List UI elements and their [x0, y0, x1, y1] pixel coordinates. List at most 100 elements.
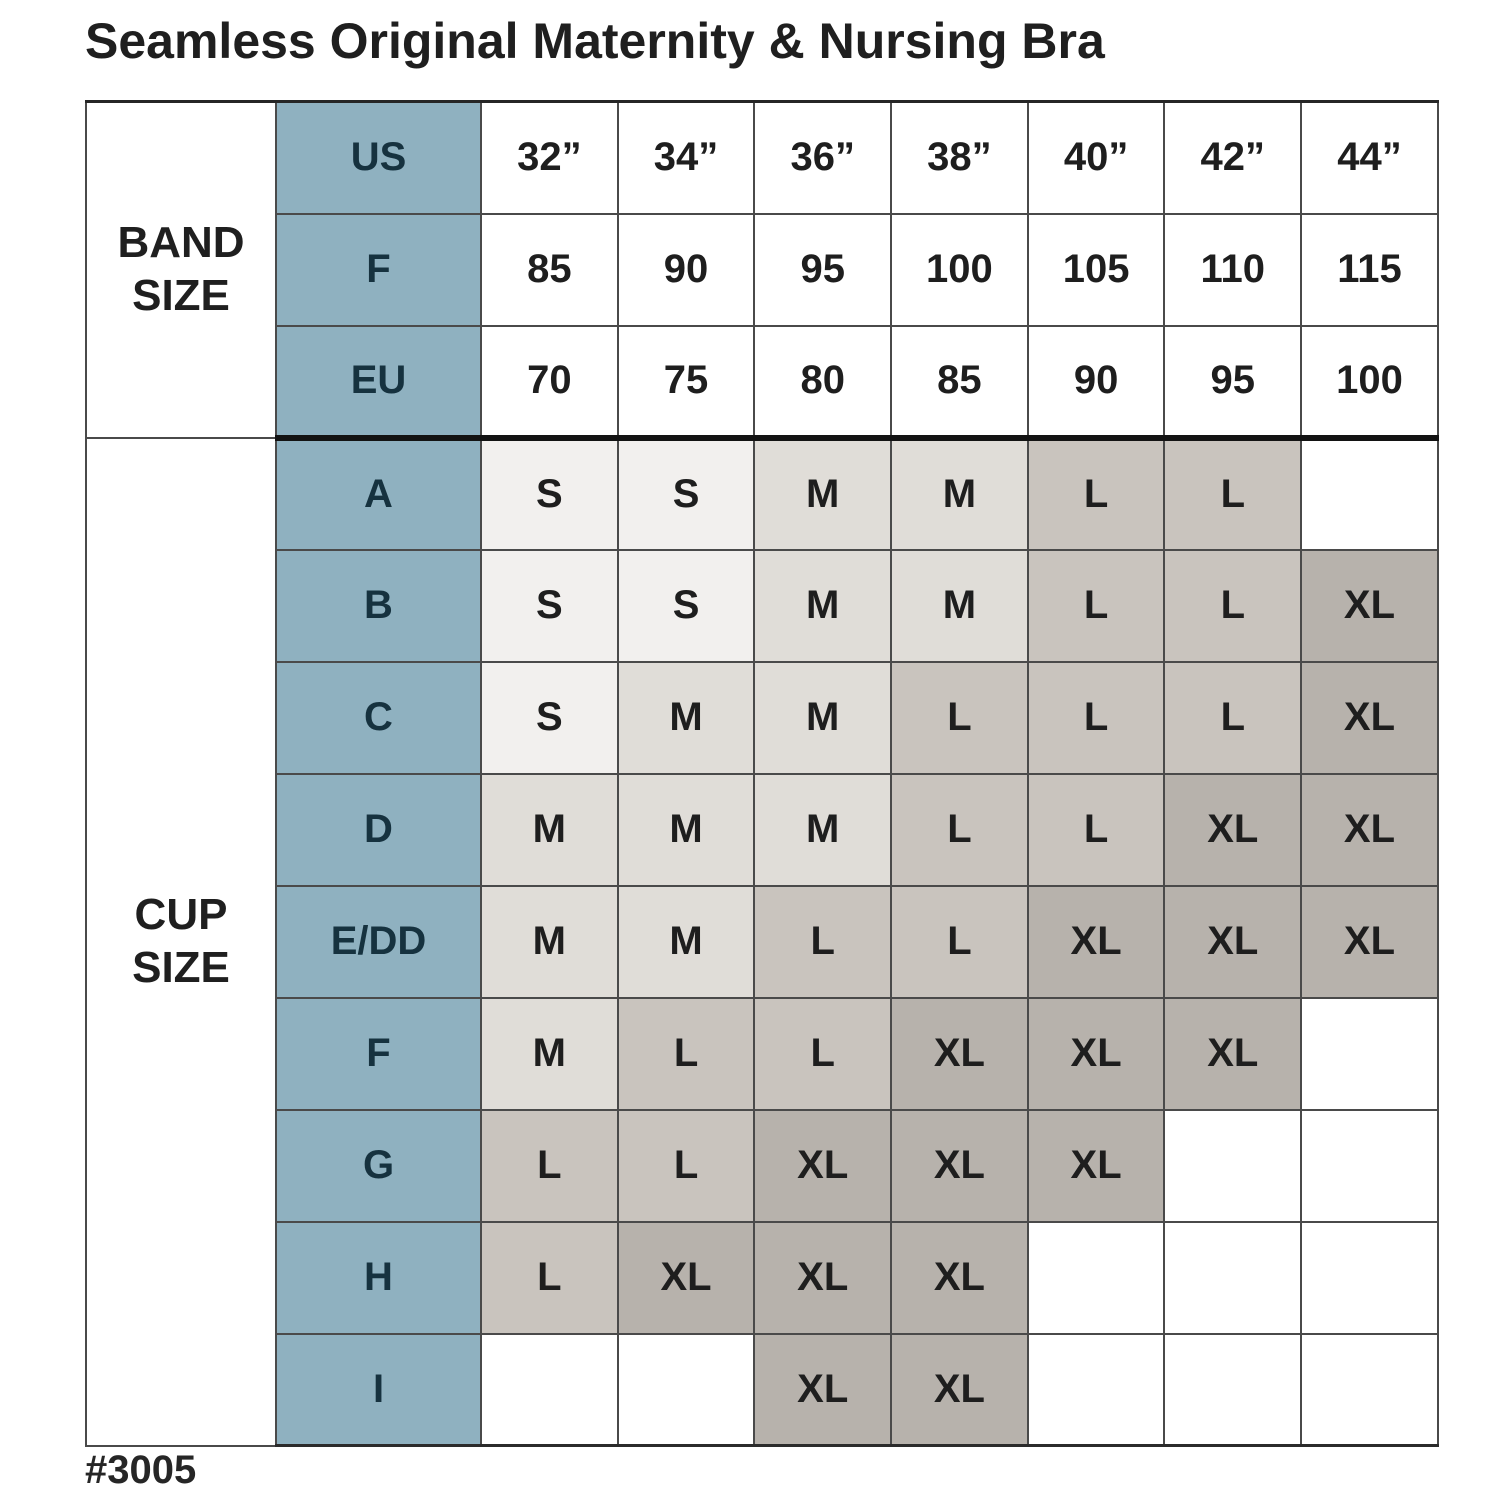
size-cell: L: [753, 884, 893, 999]
band-value-cell: 38”: [890, 100, 1029, 215]
size-cell: XL: [890, 1220, 1029, 1335]
size-chart-body: BAND SIZE US 32” 34” 36” 38” 40” 42” 44” F 85 90 95 1…: [85, 100, 1439, 1447]
band-value-cell: 40”: [1026, 100, 1166, 215]
size-cell: [1300, 996, 1439, 1111]
size-cell: XL: [890, 1332, 1029, 1447]
band-value-cell: 44”: [1300, 100, 1439, 215]
size-cell: M: [753, 548, 893, 663]
size-cell: M: [616, 660, 756, 775]
size-cell: L: [1026, 772, 1166, 887]
size-cell: M: [890, 436, 1029, 551]
cup-size-section-label: CUP SIZE: [85, 436, 277, 1447]
band-value-cell: 36”: [753, 100, 893, 215]
size-cell: XL: [753, 1108, 893, 1223]
size-cell: L: [1163, 436, 1303, 551]
row-header-B: B: [275, 548, 482, 663]
size-cell: M: [753, 772, 893, 887]
size-cell: L: [1163, 548, 1303, 663]
band-value-cell: 90: [616, 212, 756, 327]
band-value-cell: 75: [616, 324, 756, 441]
band-value-cell: 42”: [1163, 100, 1303, 215]
size-cell: L: [480, 1220, 619, 1335]
band-value-cell: 100: [1300, 324, 1439, 441]
row-header-I: I: [275, 1332, 482, 1447]
size-cell: M: [480, 996, 619, 1111]
row-header-G: G: [275, 1108, 482, 1223]
size-cell: XL: [1300, 772, 1439, 887]
size-cell: [1300, 436, 1439, 551]
size-cell: XL: [1163, 884, 1303, 999]
size-cell: XL: [890, 1108, 1029, 1223]
size-cell: [616, 1332, 756, 1447]
size-cell: XL: [1300, 884, 1439, 999]
page-title: Seamless Original Maternity & Nursing Br…: [85, 13, 1105, 69]
size-cell: [1300, 1220, 1439, 1335]
band-value-cell: 95: [1163, 324, 1303, 441]
row-header-F: F: [275, 996, 482, 1111]
size-cell: S: [480, 660, 619, 775]
size-cell: L: [1026, 548, 1166, 663]
size-cell: XL: [1026, 884, 1166, 999]
size-cell: XL: [890, 996, 1029, 1111]
band-size-section-label: BAND SIZE: [85, 100, 277, 439]
size-cell: XL: [1300, 548, 1439, 663]
size-cell: XL: [1163, 772, 1303, 887]
size-cell: [1163, 1332, 1303, 1447]
size-cell: L: [480, 1108, 619, 1223]
size-cell: S: [616, 436, 756, 551]
size-cell: [1026, 1220, 1166, 1335]
band-value-cell: 95: [753, 212, 893, 327]
size-cell: XL: [753, 1332, 893, 1447]
row-header-EU: EU: [275, 324, 482, 441]
size-cell: S: [480, 436, 619, 551]
row-header-E/DD: E/DD: [275, 884, 482, 999]
size-cell: [1300, 1332, 1439, 1447]
size-cell: [1300, 1108, 1439, 1223]
size-cell: XL: [1163, 996, 1303, 1111]
size-cell: L: [616, 1108, 756, 1223]
size-cell: M: [616, 884, 756, 999]
band-value-cell: 85: [890, 324, 1029, 441]
size-cell: XL: [1026, 1108, 1166, 1223]
size-cell: M: [753, 436, 893, 551]
band-value-cell: 115: [1300, 212, 1439, 327]
size-cell: L: [890, 884, 1029, 999]
band-value-cell: 34”: [616, 100, 756, 215]
band-value-cell: 32”: [480, 100, 619, 215]
row-header-H: H: [275, 1220, 482, 1335]
size-cell: L: [890, 772, 1029, 887]
size-cell: [480, 1332, 619, 1447]
size-cell: L: [753, 996, 893, 1111]
size-cell: L: [1026, 660, 1166, 775]
size-cell: XL: [753, 1220, 893, 1335]
band-value-cell: 80: [753, 324, 893, 441]
row-header-F: F: [275, 212, 482, 327]
band-value-cell: 100: [890, 212, 1029, 327]
band-value-cell: 85: [480, 212, 619, 327]
size-cell: [1026, 1332, 1166, 1447]
row-header-A: A: [275, 436, 482, 551]
size-cell: XL: [1300, 660, 1439, 775]
band-value-cell: 90: [1026, 324, 1166, 441]
size-cell: M: [480, 772, 619, 887]
size-cell: S: [480, 548, 619, 663]
size-cell: [1163, 1108, 1303, 1223]
size-cell: M: [616, 772, 756, 887]
band-value-cell: 105: [1026, 212, 1166, 327]
size-cell: XL: [1026, 996, 1166, 1111]
size-cell: M: [890, 548, 1029, 663]
style-number: #3005: [85, 1448, 197, 1492]
band-value-cell: 110: [1163, 212, 1303, 327]
band-value-cell: 70: [480, 324, 619, 441]
size-cell: XL: [616, 1220, 756, 1335]
size-cell: L: [1163, 660, 1303, 775]
size-chart-table: BAND SIZE US 32” 34” 36” 38” 40” 42” 44” F 85 90 95 1…: [85, 100, 1439, 1447]
size-cell: M: [480, 884, 619, 999]
row-header-US: US: [275, 100, 482, 215]
size-cell: M: [753, 660, 893, 775]
size-cell: L: [616, 996, 756, 1111]
row-header-D: D: [275, 772, 482, 887]
size-cell: S: [616, 548, 756, 663]
size-cell: L: [890, 660, 1029, 775]
row-header-C: C: [275, 660, 482, 775]
